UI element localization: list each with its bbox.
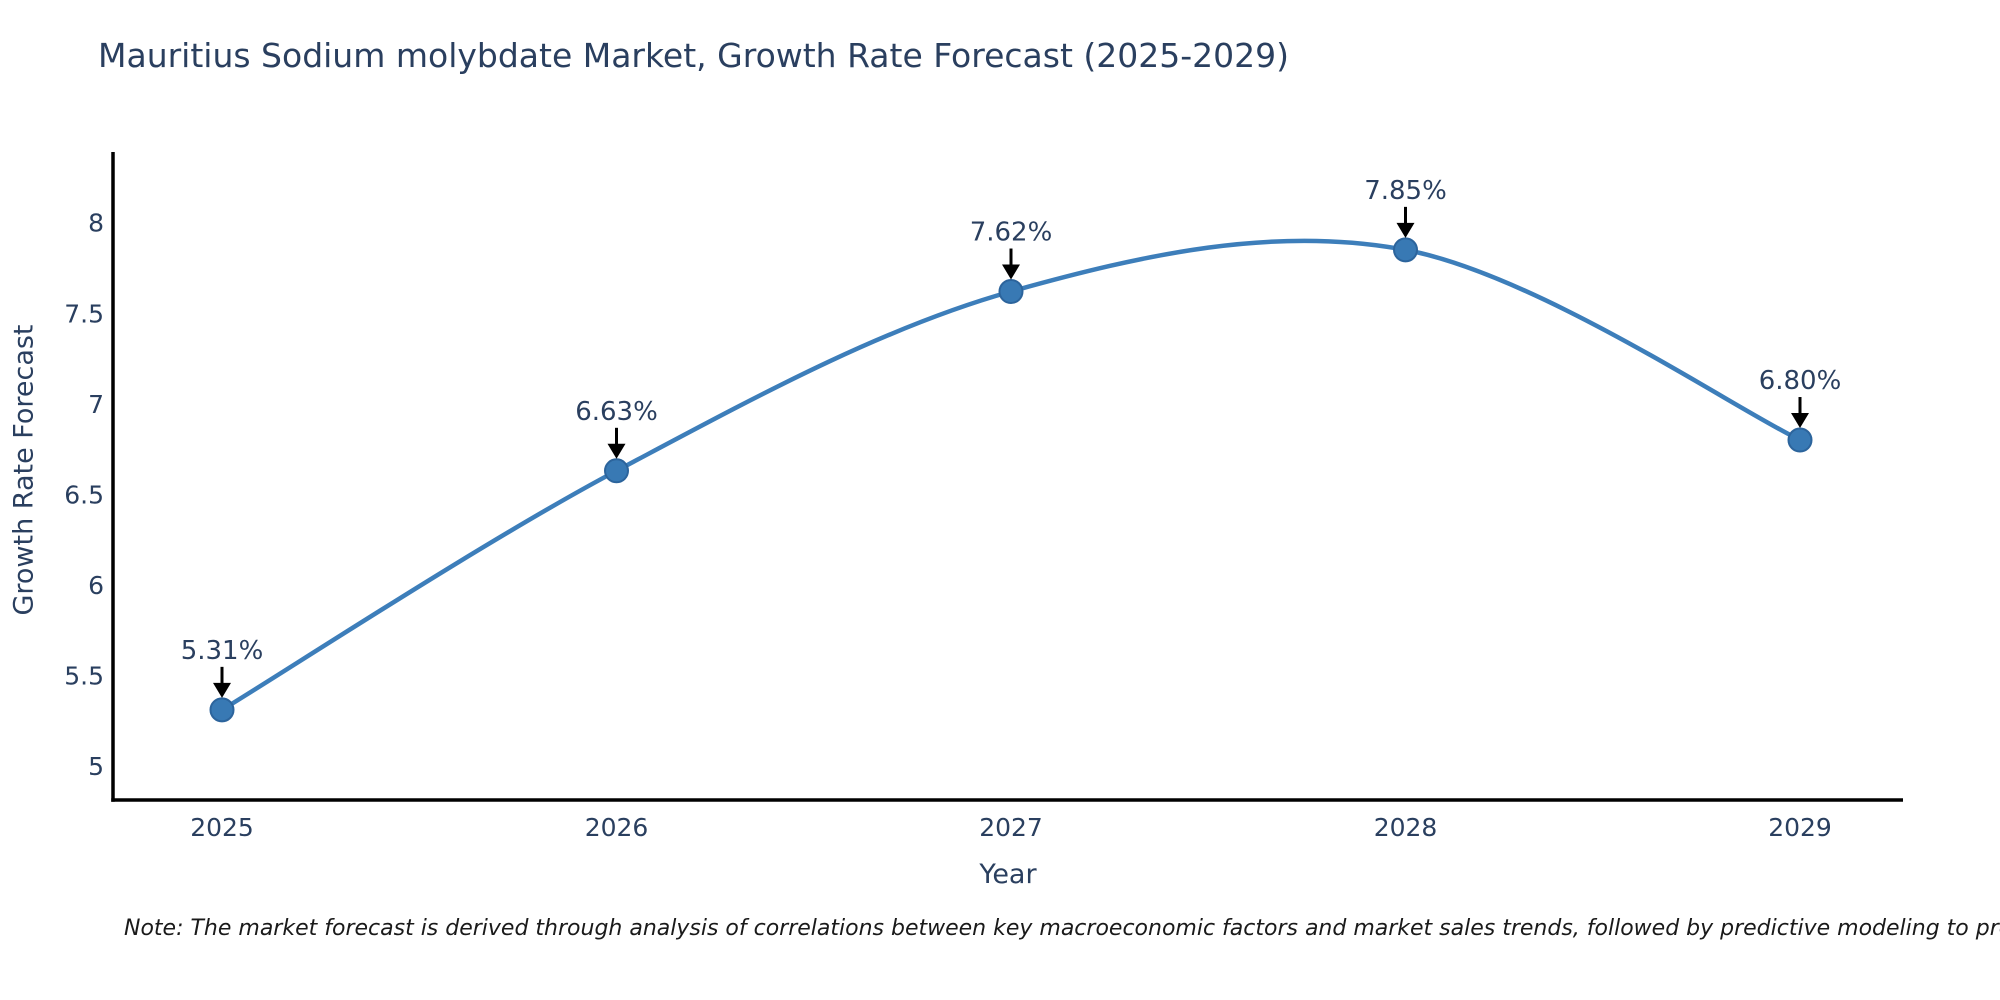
data-point-label: 6.80% bbox=[1759, 366, 1842, 396]
y-tick-label: 7.5 bbox=[64, 299, 104, 328]
x-tick-label: 2028 bbox=[1374, 813, 1438, 842]
y-tick-label: 6.5 bbox=[64, 480, 104, 509]
data-point-annotations: 5.31% 6.63% 7.62% 7.85% 6.80% bbox=[181, 176, 1842, 698]
y-tick-label: 6 bbox=[88, 571, 104, 600]
data-point-2027 bbox=[998, 279, 1024, 305]
footnote: Note: The market forecast is derived thr… bbox=[124, 916, 2000, 941]
x-tick-labels: 2025 2026 2027 2028 2029 bbox=[190, 813, 1832, 842]
x-tick-label: 2025 bbox=[190, 813, 254, 842]
annotation-arrowhead-icon bbox=[213, 682, 231, 698]
annotation-arrowhead-icon bbox=[607, 443, 626, 459]
y-axis-title: Growth Rate Forecast bbox=[9, 324, 40, 615]
annotation-arrowhead-icon bbox=[1396, 222, 1415, 238]
data-point-label: 5.31% bbox=[181, 636, 264, 666]
axes bbox=[111, 152, 1903, 802]
data-point-2029 bbox=[1787, 427, 1813, 453]
y-tick-label: 8 bbox=[88, 209, 104, 238]
annotation-arrowhead-icon bbox=[1002, 264, 1020, 280]
chart-title: Mauritius Sodium molybdate Market, Growt… bbox=[98, 36, 1289, 75]
y-tick-label: 5.5 bbox=[64, 661, 104, 690]
x-tick-label: 2029 bbox=[1768, 813, 1832, 842]
y-tick-label: 7 bbox=[88, 390, 104, 419]
annotation-arrowhead-icon bbox=[1791, 413, 1809, 429]
y-tick-label: 5 bbox=[88, 752, 104, 781]
data-point-label: 7.85% bbox=[1364, 176, 1447, 206]
data-point-markers bbox=[209, 237, 1813, 723]
y-tick-labels: 5 5.5 6 6.5 7 7.5 8 bbox=[64, 209, 104, 781]
x-axis-title: Year bbox=[978, 859, 1037, 890]
data-point-2025 bbox=[209, 697, 235, 723]
series-line bbox=[219, 238, 1803, 713]
data-point-2026 bbox=[604, 458, 629, 484]
data-point-label: 6.63% bbox=[575, 397, 658, 427]
x-tick-label: 2027 bbox=[979, 813, 1043, 842]
data-point-2028 bbox=[1393, 237, 1418, 263]
data-point-label: 7.62% bbox=[970, 218, 1053, 248]
x-tick-label: 2026 bbox=[585, 813, 649, 842]
